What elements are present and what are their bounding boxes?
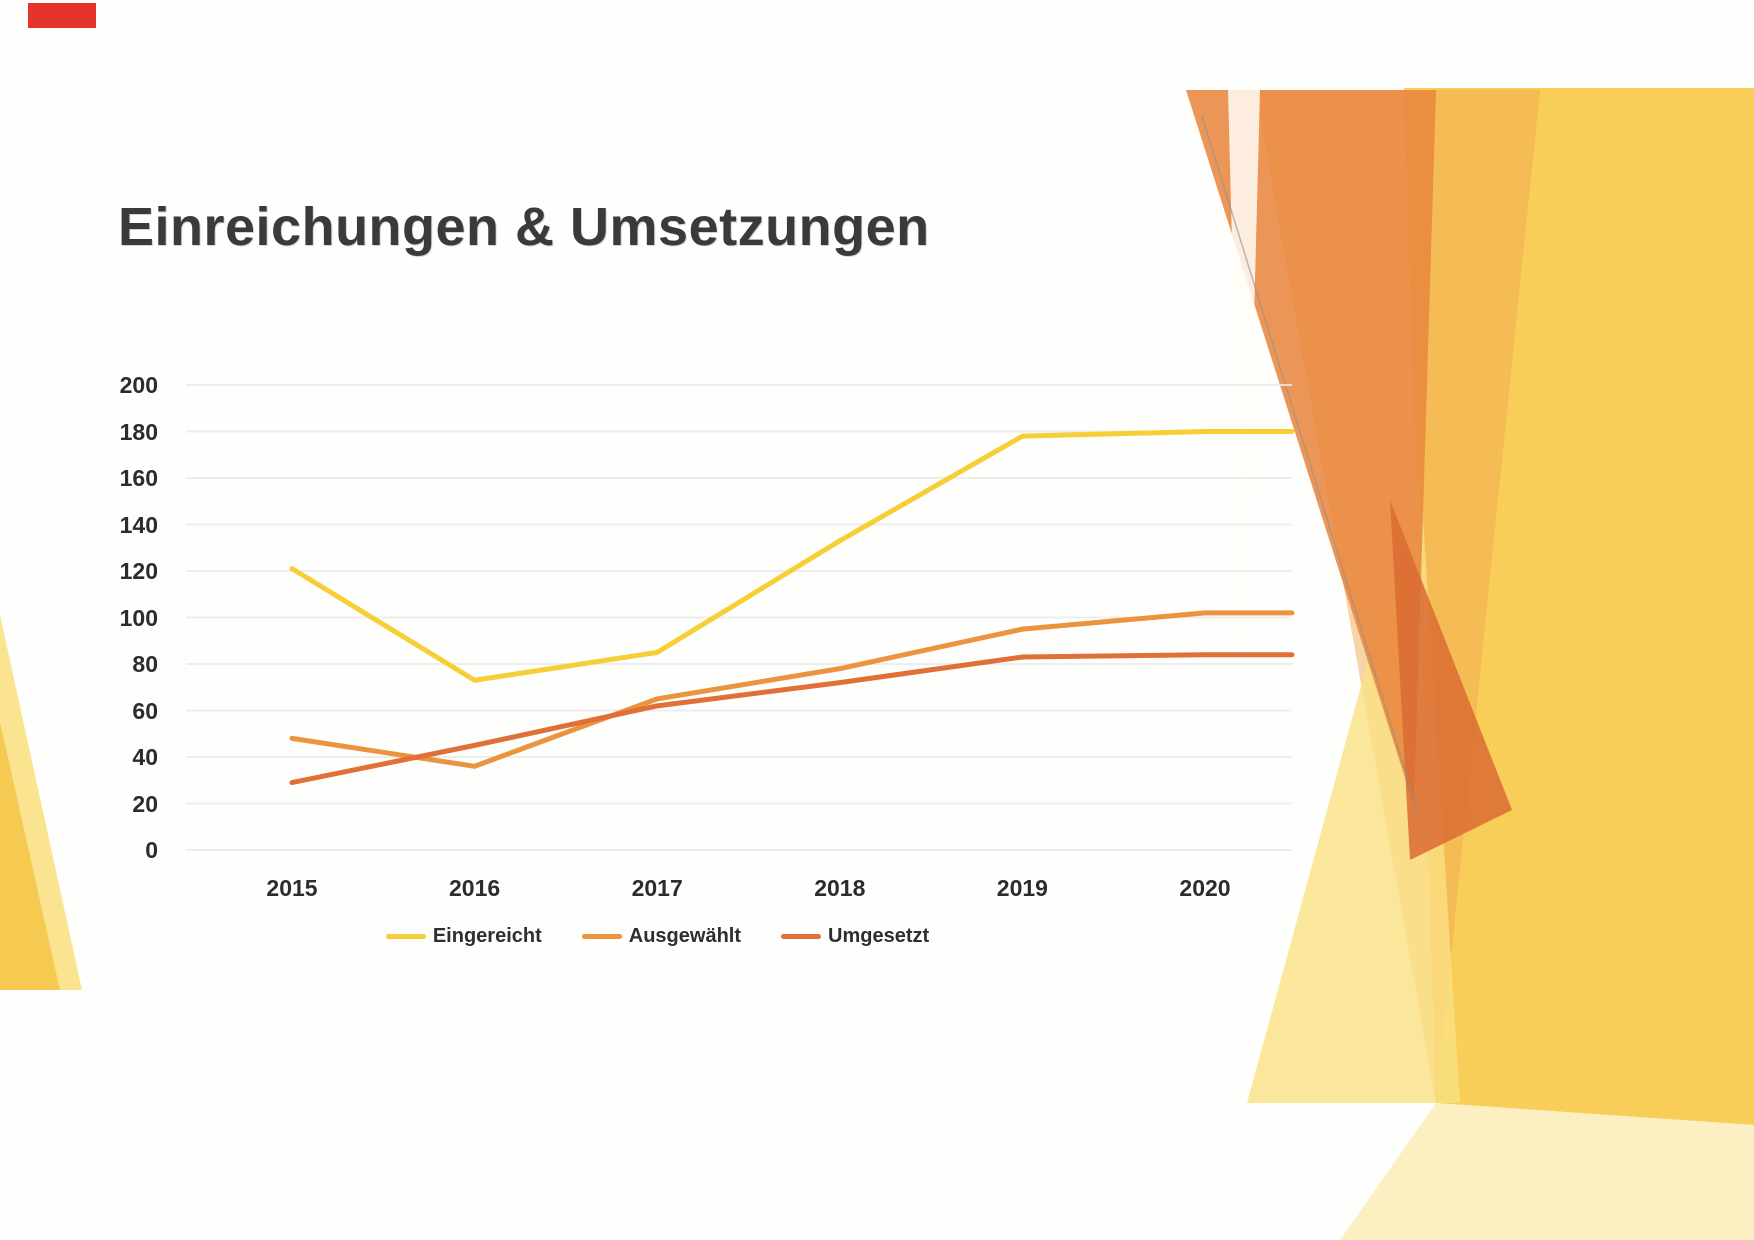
series-line-eingereicht [289,429,1295,683]
y-axis-tick-label: 40 [132,744,158,770]
legend-swatch-icon [781,933,822,939]
slide-title: Einreichungen & Umsetzungen [118,197,930,257]
x-axis-tick-label: 2018 [814,875,866,901]
x-axis-tick-label: 2016 [449,875,501,901]
legend-item: Ausgewählt [581,924,742,948]
legend-item: Umgesetzt [781,925,929,948]
y-axis-tick-label: 160 [119,465,158,491]
decor-right-cream-streak [1228,90,1260,700]
legend-label: Eingereicht [432,924,542,947]
y-axis-tick-label: 0 [145,837,158,863]
y-axis-tick-label: 120 [119,558,158,584]
legend-label: Umgesetzt [828,924,930,947]
x-axis-tick-label: 2020 [1179,875,1231,901]
x-axis-tick-label: 2019 [996,875,1048,901]
legend-swatch-icon [581,933,622,939]
series-line-ausgewählt [289,610,1295,769]
decor-right-dark-orange-accent [1390,500,1512,860]
legend-swatch-icon [385,933,426,939]
decor-red-bar [28,3,96,28]
y-axis-tick-label: 80 [132,651,158,677]
y-axis-tick-label: 180 [119,418,158,445]
legend-item: Eingereicht [385,924,542,948]
decor-right-pale-corner [1340,1103,1754,1240]
x-axis-tick-label: 2017 [631,875,683,901]
x-axis-tick-label: 2015 [266,875,318,901]
y-axis-tick-label: 60 [132,697,158,724]
y-axis-tick-label: 20 [132,790,158,817]
y-axis-tick-label: 140 [119,511,158,538]
legend-label: Ausgewählt [628,924,742,947]
decor-left-triangle-gold [0,722,60,990]
chart-legend: Eingereicht Ausgewählt Umgesetzt [185,916,1130,956]
decor-right-hairline [1201,115,1419,813]
y-axis-tick-label: 100 [119,604,158,631]
series-line-umgesetzt [289,652,1295,786]
y-axis-tick-label: 200 [119,372,158,398]
